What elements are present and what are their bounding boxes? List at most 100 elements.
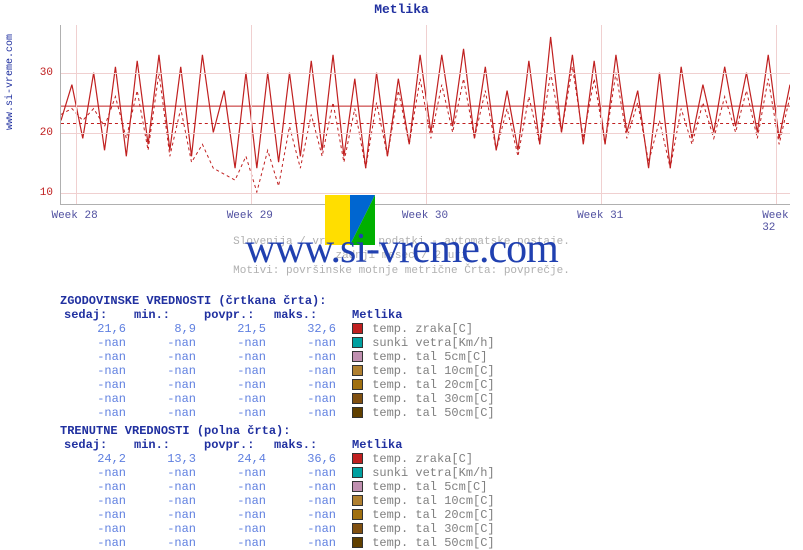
value-cell: -nan <box>200 508 270 522</box>
table-row: -nan-nan-nan-nan temp. tal 10cm[C] <box>60 364 499 378</box>
column-header: maks.: <box>270 308 340 322</box>
table-row: -nan-nan-nan-nan temp. tal 5cm[C] <box>60 350 499 364</box>
legend-label: temp. tal 10cm[C] <box>365 494 495 508</box>
value-cell: -nan <box>130 392 200 406</box>
y-axis-source-label: www.si-vreme.com <box>5 34 16 130</box>
value-cell: -nan <box>60 350 130 364</box>
value-cell: -nan <box>200 536 270 550</box>
legend-cell: sunki vetra[Km/h] <box>340 466 499 480</box>
value-cell: -nan <box>130 522 200 536</box>
legend-label: temp. tal 30cm[C] <box>365 392 495 406</box>
value-cell: -nan <box>270 494 340 508</box>
value-cell: -nan <box>270 536 340 550</box>
legend-swatch-icon <box>352 453 363 464</box>
value-cell: -nan <box>270 480 340 494</box>
table-row: -nan-nan-nan-nan temp. tal 50cm[C] <box>60 406 499 420</box>
value-cell: -nan <box>270 522 340 536</box>
column-header: maks.: <box>270 438 340 452</box>
legend-swatch-icon <box>352 365 363 376</box>
value-cell: -nan <box>130 364 200 378</box>
legend-cell: temp. zraka[C] <box>340 452 499 466</box>
legend-label: sunki vetra[Km/h] <box>365 466 495 480</box>
x-tick-label: Week 32 <box>762 210 788 234</box>
legend-swatch-icon <box>352 523 363 534</box>
legend-cell: sunki vetra[Km/h] <box>340 336 499 350</box>
table-row: -nan-nan-nan-nan temp. tal 10cm[C] <box>60 494 499 508</box>
legend-swatch-icon <box>352 351 363 362</box>
value-cell: -nan <box>200 522 270 536</box>
table-row: 21,68,921,532,6 temp. zraka[C] <box>60 322 499 336</box>
value-cell: 21,5 <box>200 322 270 336</box>
value-cell: -nan <box>200 392 270 406</box>
table-row: 24,213,324,436,6 temp. zraka[C] <box>60 452 499 466</box>
y-axis-ticks: 102030 <box>30 25 58 205</box>
value-cell: 21,6 <box>60 322 130 336</box>
value-cell: -nan <box>270 378 340 392</box>
legend-swatch-icon <box>352 495 363 506</box>
historical-section-header: ZGODOVINSKE VREDNOSTI (črtkana črta): <box>60 294 760 308</box>
value-cell: 13,3 <box>130 452 200 466</box>
value-cell: 8,9 <box>130 322 200 336</box>
legend-header: Metlika <box>340 438 499 452</box>
table-row: -nan-nan-nan-nan temp. tal 20cm[C] <box>60 378 499 392</box>
legend-swatch-icon <box>352 407 363 418</box>
legend-swatch-icon <box>352 393 363 404</box>
value-cell: -nan <box>60 508 130 522</box>
value-cell: -nan <box>60 336 130 350</box>
column-header: sedaj: <box>60 308 130 322</box>
table-row: -nan-nan-nan-nan temp. tal 30cm[C] <box>60 522 499 536</box>
value-cell: -nan <box>130 466 200 480</box>
value-cell: -nan <box>200 364 270 378</box>
legend-label: temp. tal 5cm[C] <box>365 480 487 494</box>
legend-cell: temp. tal 30cm[C] <box>340 522 499 536</box>
value-cell: -nan <box>60 494 130 508</box>
y-tick-label: 30 <box>40 67 53 79</box>
watermark-text: www.si-vreme.com <box>245 225 558 273</box>
legend-cell: temp. tal 20cm[C] <box>340 378 499 392</box>
current-section-header: TRENUTNE VREDNOSTI (polna črta): <box>60 424 760 438</box>
legend-swatch-icon <box>352 379 363 390</box>
legend-cell: temp. tal 5cm[C] <box>340 480 499 494</box>
legend-cell: temp. tal 10cm[C] <box>340 494 499 508</box>
value-cell: -nan <box>270 392 340 406</box>
legend-swatch-icon <box>352 337 363 348</box>
value-cell: -nan <box>60 364 130 378</box>
value-cell: -nan <box>60 466 130 480</box>
legend-cell: temp. tal 10cm[C] <box>340 364 499 378</box>
column-header: sedaj: <box>60 438 130 452</box>
value-cell: -nan <box>270 336 340 350</box>
legend-label: sunki vetra[Km/h] <box>365 336 495 350</box>
legend-header: Metlika <box>340 308 499 322</box>
value-cell: -nan <box>270 364 340 378</box>
value-cell: -nan <box>130 406 200 420</box>
value-cell: -nan <box>270 466 340 480</box>
legend-label: temp. tal 20cm[C] <box>365 378 495 392</box>
value-cell: -nan <box>130 494 200 508</box>
column-header: povpr.: <box>200 308 270 322</box>
column-header: povpr.: <box>200 438 270 452</box>
chart-plot-area <box>60 25 790 205</box>
y-tick-label: 20 <box>40 127 53 139</box>
value-cell: -nan <box>60 536 130 550</box>
x-tick-label: Week 31 <box>577 210 623 222</box>
value-cell: -nan <box>270 350 340 364</box>
value-cell: -nan <box>200 350 270 364</box>
legend-label: temp. tal 30cm[C] <box>365 522 495 536</box>
legend-label: temp. tal 20cm[C] <box>365 508 495 522</box>
legend-swatch-icon <box>352 509 363 520</box>
value-cell: -nan <box>60 480 130 494</box>
legend-cell: temp. tal 20cm[C] <box>340 508 499 522</box>
data-tables: ZGODOVINSKE VREDNOSTI (črtkana črta): se… <box>60 290 760 550</box>
value-cell: 24,2 <box>60 452 130 466</box>
legend-swatch-icon <box>352 481 363 492</box>
table-row: -nan-nan-nan-nan temp. tal 5cm[C] <box>60 480 499 494</box>
value-cell: -nan <box>60 522 130 536</box>
legend-label: temp. zraka[C] <box>365 452 473 466</box>
chart-title: Metlika <box>374 2 429 17</box>
value-cell: -nan <box>200 378 270 392</box>
legend-swatch-icon <box>352 467 363 478</box>
x-tick-label: Week 29 <box>227 210 273 222</box>
legend-label: temp. tal 50cm[C] <box>365 536 495 550</box>
legend-cell: temp. tal 50cm[C] <box>340 536 499 550</box>
value-cell: 32,6 <box>270 322 340 336</box>
